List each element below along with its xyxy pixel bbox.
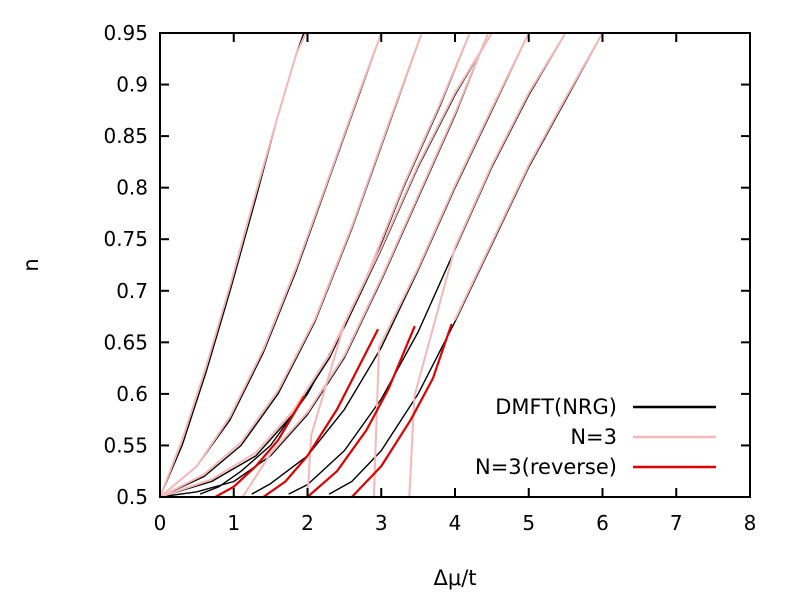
legend-label: N=3 xyxy=(570,425,617,449)
y-axis-label: n xyxy=(19,258,43,271)
y-tick-label: 0.55 xyxy=(103,433,148,457)
series-line-13 xyxy=(241,33,490,497)
series-line-1 xyxy=(160,33,382,497)
x-tick-label: 0 xyxy=(154,511,167,535)
series-line-16 xyxy=(408,33,567,497)
series-line-4 xyxy=(160,33,489,497)
series-line-12 xyxy=(160,33,471,497)
x-tick-label: 6 xyxy=(596,511,609,535)
x-tick-label: 4 xyxy=(449,511,462,535)
y-tick-label: 0.95 xyxy=(103,21,148,45)
tick-layer: 0 1 2 3 4 5 6 7 8 0.5 0.55 0.6 0.65 0.7 0.75 0.8 0.85 0.9… xyxy=(103,21,756,535)
y-tick-label: 0.6 xyxy=(116,382,148,406)
legend-label: N=3(reverse) xyxy=(475,455,617,479)
y-tick-label: 0.7 xyxy=(116,279,148,303)
series-line-9 xyxy=(160,33,307,497)
series-line-11 xyxy=(160,33,423,497)
legend-label: DMFT(NRG) xyxy=(495,395,617,419)
series-line-18 xyxy=(214,395,305,497)
x-tick-label: 7 xyxy=(670,511,683,535)
x-tick-label: 5 xyxy=(522,511,535,535)
x-axis-label: Δμ/t xyxy=(433,566,476,590)
series-line-15 xyxy=(372,33,530,497)
y-tick-label: 0.5 xyxy=(116,485,148,509)
y-tick-label: 0.75 xyxy=(103,227,148,251)
series-line-10 xyxy=(160,33,383,497)
plot-frame xyxy=(159,32,751,498)
y-tick-label: 0.8 xyxy=(116,176,148,200)
series-line-3 xyxy=(160,33,471,497)
x-tick-label: 1 xyxy=(227,511,240,535)
series-line-14 xyxy=(306,33,493,497)
series-line-20 xyxy=(306,325,416,497)
series-line-17 xyxy=(454,33,604,321)
x-tick-label: 8 xyxy=(744,511,757,535)
legend: DMFT(NRG) N=3 N=3(reverse) xyxy=(475,395,716,479)
x-tick-label: 2 xyxy=(301,511,314,535)
x-tick-label: 3 xyxy=(375,511,388,535)
y-tick-label: 0.9 xyxy=(116,73,148,97)
series-line-2 xyxy=(160,33,423,497)
series-line-19 xyxy=(262,328,379,497)
series-line-6 xyxy=(251,33,530,495)
series-line-21 xyxy=(350,323,453,497)
y-tick-label: 0.65 xyxy=(103,330,148,354)
series-layer xyxy=(160,33,604,497)
y-tick-label: 0.85 xyxy=(103,124,148,148)
